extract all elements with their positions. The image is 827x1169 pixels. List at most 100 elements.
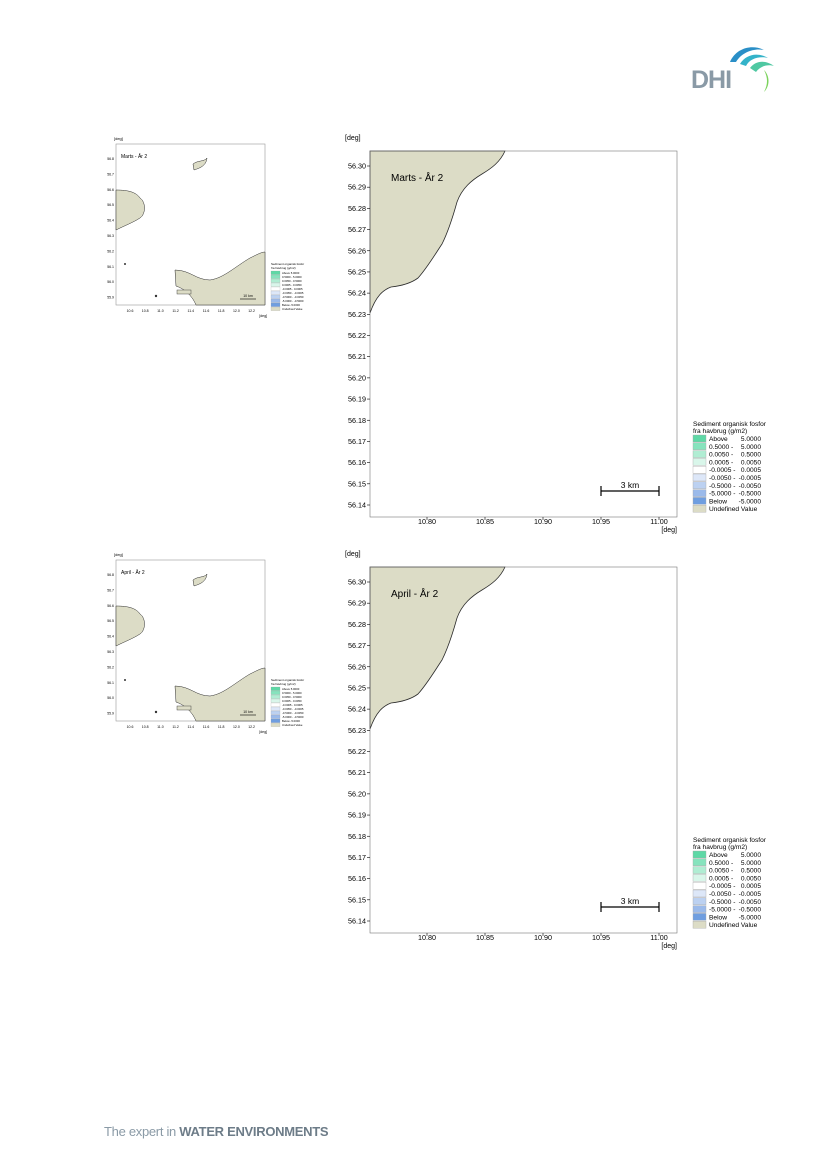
legend-item-label: -0.0005 - — [709, 467, 735, 474]
y-tick-label: 56.30 — [348, 162, 366, 171]
y-tick-label: 56.27 — [348, 225, 366, 234]
x-axis-unit: [deg] — [661, 527, 677, 534]
overview-land-south — [174, 251, 266, 306]
overview-x-unit: [deg] — [259, 314, 267, 318]
overview-legend-swatch — [270, 286, 281, 291]
x-tick-label: 10.80 — [418, 933, 436, 942]
legend-swatch — [692, 897, 707, 905]
legend-item-label: 0.0005 - — [709, 875, 733, 882]
overview-y-tick: 56.0 — [107, 696, 114, 700]
legend-swatch — [692, 481, 707, 489]
overview-legend-swatch — [270, 702, 281, 707]
overview-y-tick: 56.7 — [107, 588, 114, 592]
overview-x-tick: 11.0 — [157, 309, 164, 313]
overview-y-tick: 55.9 — [107, 712, 114, 716]
legend-subtitle: fra havbrug (g/m2) — [693, 844, 747, 851]
footer-tagline: The expert in WATER ENVIRONMENTS — [104, 1124, 329, 1139]
overview-legend-label: 0.5000 - 5.0000 — [282, 691, 302, 695]
legend-item-label: 0.0050 - — [709, 452, 733, 459]
x-tick-label: 11.00 — [650, 933, 667, 942]
overview-dot — [124, 263, 126, 265]
overview-legend-label: 0.0050 - 0.5000 — [282, 695, 302, 699]
legend-item-range: 0.5000 — [741, 868, 762, 875]
overview-legend-swatch — [270, 718, 281, 723]
overview-island — [192, 157, 208, 171]
legend-item-label: Below — [709, 914, 727, 921]
legend-item-range: 0.0050 — [741, 875, 762, 882]
panel-april: [deg] April - År 2 56.8 56.7 56.6 56.5 56.4 56.… — [0, 546, 827, 966]
overview-legend-label: Below -5.0000 — [282, 303, 300, 307]
panel-marts: [deg] Marts - År 2 56.8 56.7 56.6 56.5 56.4 56.… — [0, 130, 827, 550]
overview-legend-label: -5.0000 - -0.5000 — [282, 715, 304, 719]
overview-y-tick: 56.2 — [107, 249, 114, 253]
scale-bar-label: 3 km — [621, 480, 639, 490]
overview-spit — [176, 705, 192, 711]
overview-x-tick: 11.4 — [188, 725, 195, 729]
legend-item-label: Above — [709, 436, 728, 443]
y-tick-label: 56.17 — [348, 853, 366, 862]
overview-legend-label: -0.5000 - -0.0050 — [282, 295, 304, 299]
overview-y-tick: 56.1 — [107, 681, 114, 685]
overview-legend-label: -0.5000 - -0.0050 — [282, 711, 304, 715]
overview-y-tick: 56.4 — [107, 219, 114, 223]
overview-legend-label: -0.0005 - 0.0005 — [282, 703, 303, 707]
overview-dot — [154, 294, 158, 298]
overview-x-tick: 11.2 — [172, 725, 179, 729]
tagline-bold: WATER ENVIRONMENTS — [179, 1124, 329, 1139]
legend-swatch — [692, 489, 707, 497]
overview-x-tick: 11.8 — [218, 309, 225, 313]
overview-legend-swatch — [270, 270, 281, 275]
overview-title: April - År 2 — [121, 569, 145, 576]
legend-item-range: 0.0005 — [741, 467, 762, 474]
legend-item-range: -5.0000 — [739, 914, 762, 921]
legend-item-range: -0.0050 — [739, 899, 762, 906]
legend-item-label: -5.0000 - — [709, 907, 735, 914]
main-map: April - År 2 [deg] [deg] 56.30 56.29 56.28 56.… — [345, 551, 678, 950]
y-tick-label: 56.30 — [348, 578, 366, 587]
overview-legend-label: -0.0050 - -0.0005 — [282, 707, 304, 711]
legend-item-label: -0.0005 - — [709, 883, 735, 890]
overview-legend-label: Below -5.0000 — [282, 719, 300, 723]
overview-legend-swatch — [270, 274, 281, 279]
legend-swatch — [692, 442, 707, 450]
legend-item-range: 5.0000 — [741, 444, 762, 451]
overview-legend-swatch — [270, 686, 281, 691]
overview-legend-subtitle: fra havbrug (g/m2) — [271, 682, 296, 686]
overview-legend-label: 0.5000 - 5.0000 — [282, 275, 302, 279]
legend-swatch — [692, 889, 707, 898]
x-tick-label: 10.80 — [418, 517, 436, 526]
overview-y-tick: 56.7 — [107, 172, 114, 176]
y-tick-label: 56.15 — [348, 895, 366, 904]
overview-legend-swatch — [270, 282, 281, 287]
overview-legend-label: 0.0005 - 0.0050 — [282, 283, 302, 287]
y-tick-label: 56.16 — [348, 874, 366, 883]
overview-y-tick: 56.3 — [107, 650, 114, 654]
overview-x-tick: 11.2 — [172, 309, 179, 313]
map-frame — [369, 150, 678, 518]
overview-legend-label: Above 5.0000 — [282, 271, 300, 275]
legend-item-label: -0.5000 - — [709, 899, 735, 906]
overview-legend-swatch — [270, 294, 281, 299]
y-tick-label: 56.20 — [348, 789, 366, 798]
map-title: Marts - År 2 — [391, 171, 444, 184]
overview-legend-swatch — [270, 710, 281, 715]
land-coastline — [369, 150, 506, 314]
x-tick-label: 10.85 — [476, 933, 494, 942]
y-tick-label: 56.29 — [348, 599, 366, 608]
y-tick-label: 56.26 — [348, 246, 366, 255]
y-tick-label: 56.19 — [348, 395, 366, 404]
overview-y-tick: 56.6 — [107, 188, 114, 192]
overview-legend-title: Sediment organisk fosfor — [271, 678, 304, 682]
legend-swatch — [692, 866, 707, 874]
legend-item-range: 5.0000 — [741, 436, 762, 443]
logo-text: DHI — [691, 66, 732, 94]
legend-item-range: 5.0000 — [741, 860, 762, 867]
y-axis-unit: [deg] — [345, 551, 361, 558]
overview-scale-label: 10 km — [243, 294, 253, 298]
map-figure: [deg] Marts - År 2 56.8 56.7 56.6 56.5 56.4 56.… — [107, 135, 767, 534]
legend-title: Sediment organisk fosfor — [693, 837, 767, 844]
y-tick-label: 56.18 — [348, 416, 366, 425]
overview-legend-label: Above 5.0000 — [282, 687, 300, 691]
legend-swatch — [692, 458, 707, 466]
y-tick-label: 56.19 — [348, 811, 366, 820]
